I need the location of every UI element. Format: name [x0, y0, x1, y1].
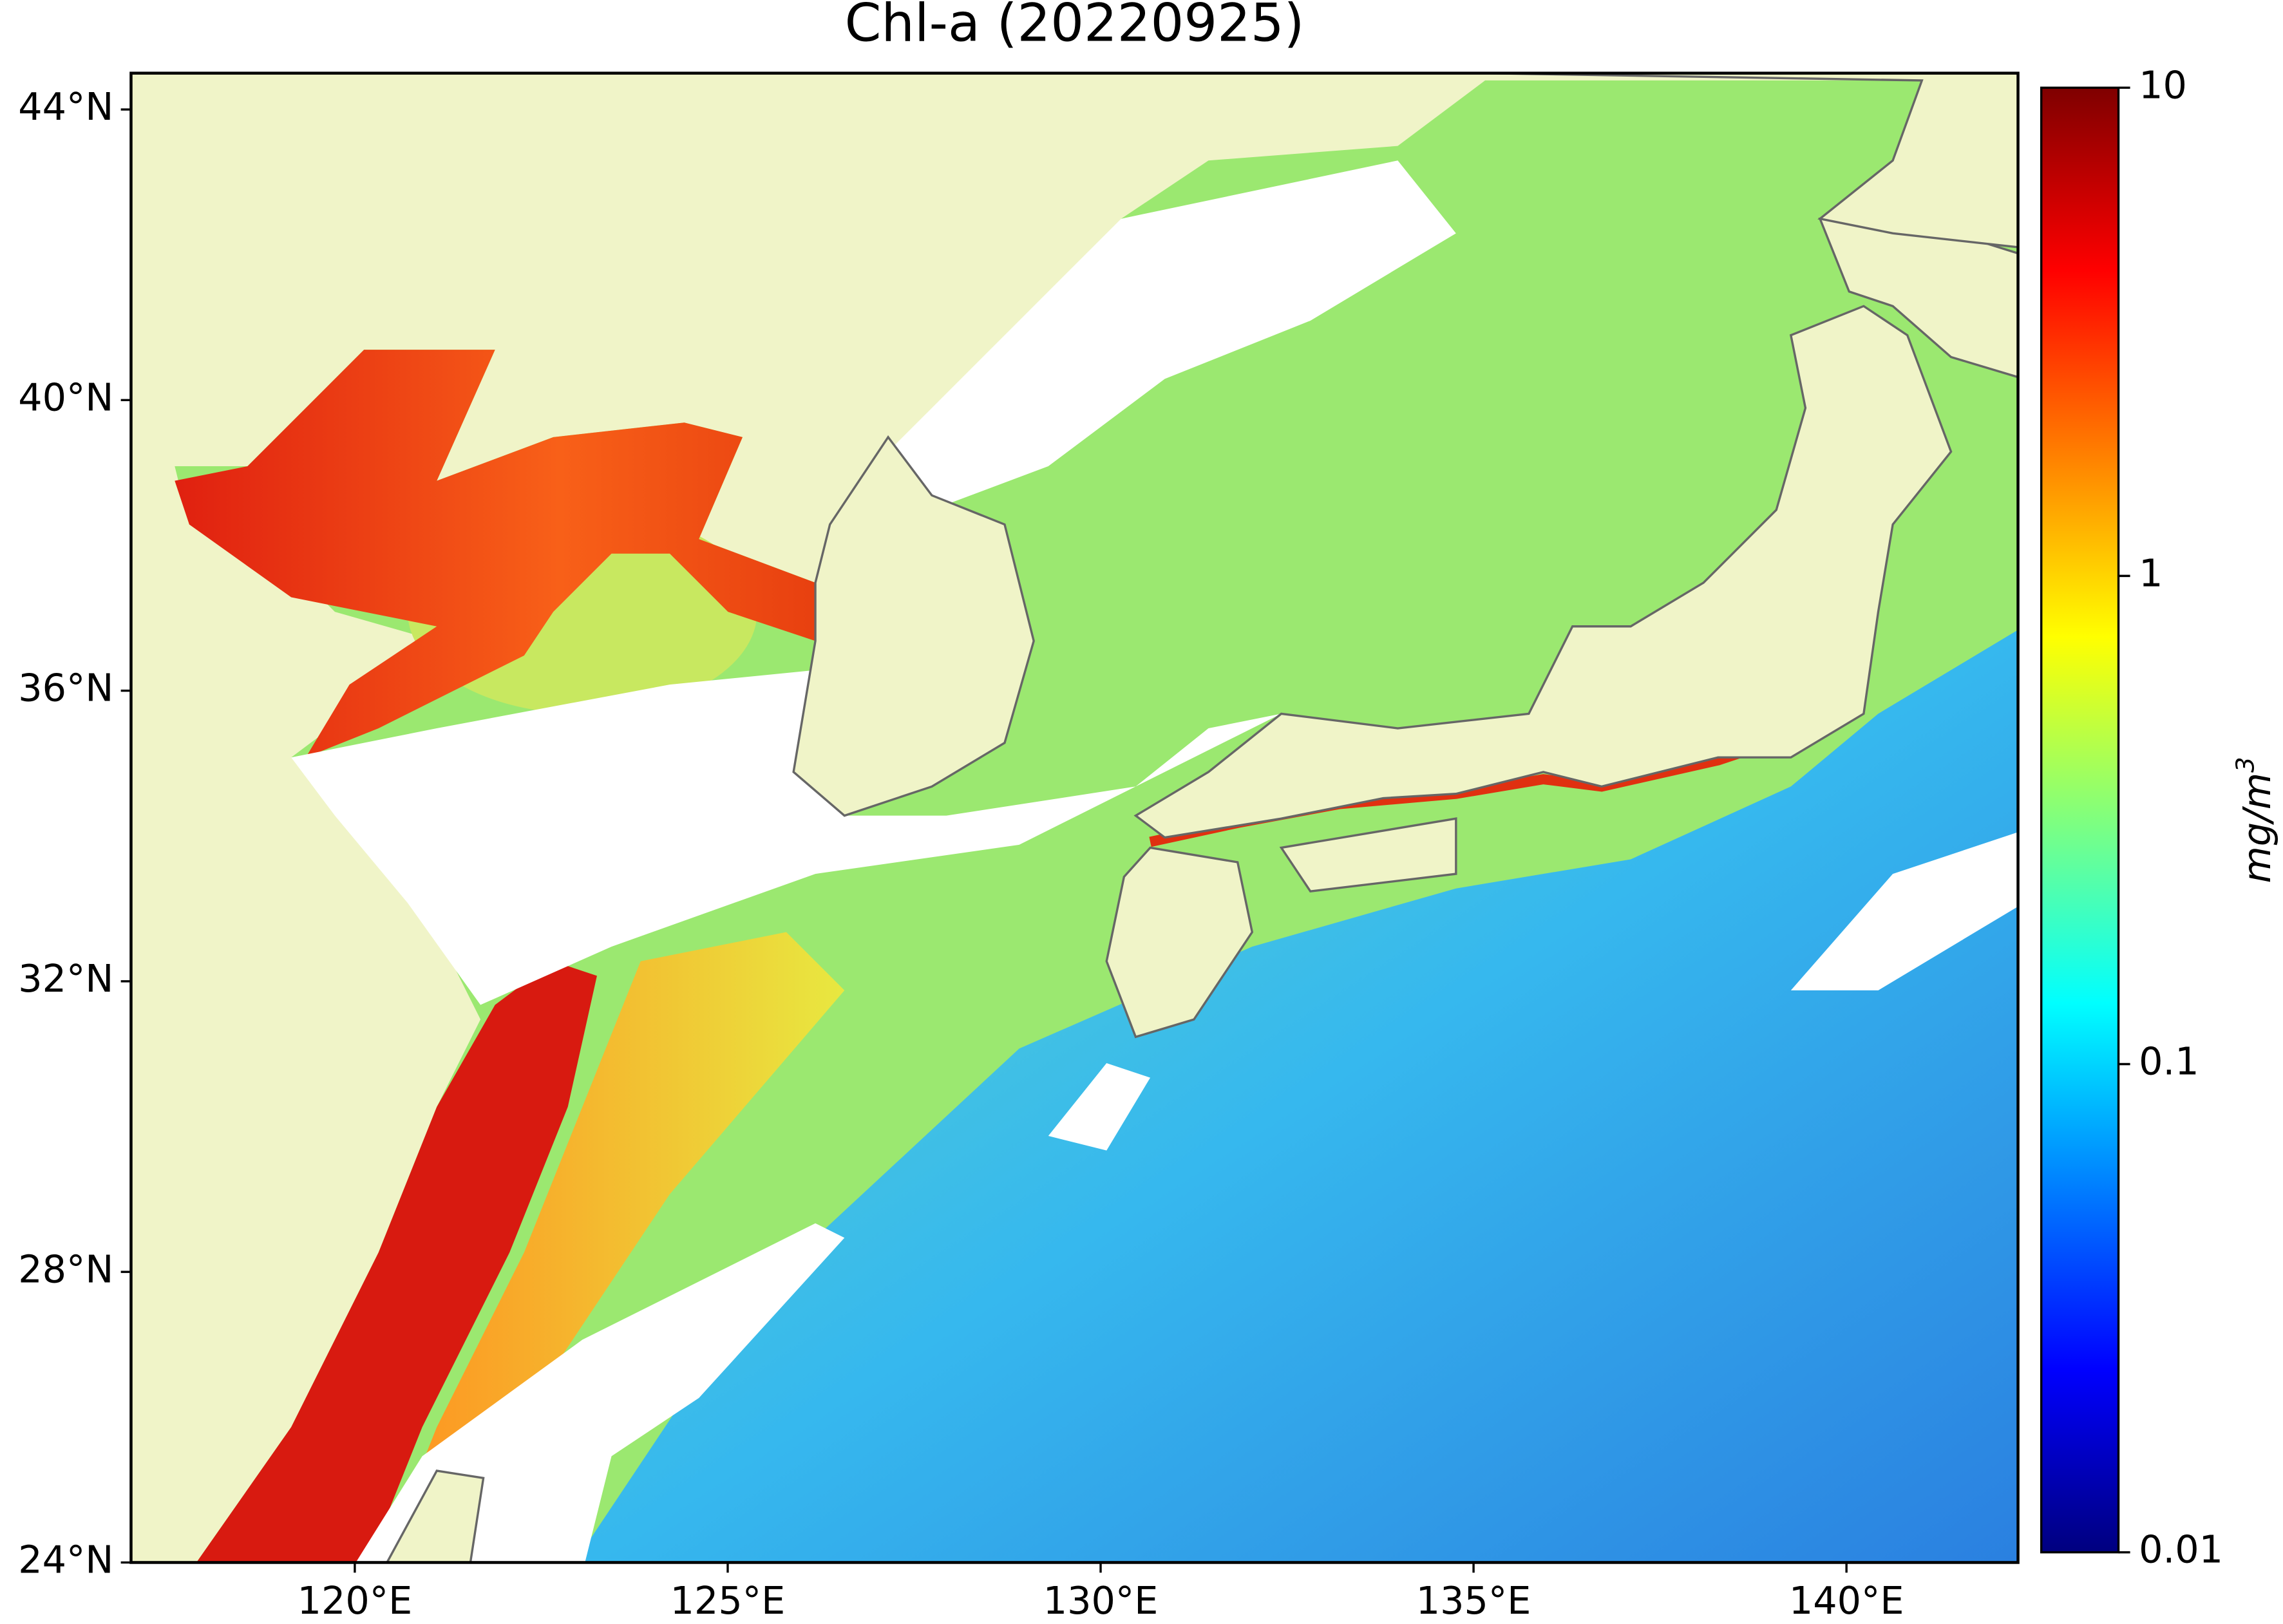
cloud	[1790, 832, 2018, 990]
colorbar-label: mg/m3	[2231, 757, 2279, 883]
y-tick-label: 32°N	[18, 956, 113, 1001]
shikoku	[1279, 817, 1457, 893]
taiwan	[386, 1469, 485, 1563]
colorbar-label-sup: 3	[2231, 757, 2260, 772]
cloud	[1048, 1062, 1151, 1151]
cloud	[888, 160, 1456, 510]
bohai-bloom	[175, 350, 816, 758]
colorbar-label-base: mg/m	[2235, 773, 2279, 883]
pacific	[574, 630, 2018, 1563]
x-tick-label: 125°E	[670, 1578, 786, 1623]
x-tick-label: 120°E	[298, 1578, 413, 1623]
x-tick-label: 140°E	[1789, 1578, 1904, 1623]
y-tick-label: 44°N	[18, 84, 113, 129]
y-tick-label: 24°N	[18, 1538, 113, 1582]
x-tick-label: 135°E	[1416, 1578, 1531, 1623]
x-tick-label: 130°E	[1043, 1578, 1159, 1623]
map-layers	[131, 73, 2018, 1563]
coastal-bloom-red	[196, 961, 597, 1563]
russia	[1485, 73, 2018, 249]
cloud	[291, 670, 1282, 1005]
y-tick-label: 40°N	[18, 375, 113, 419]
colorbar-tick-label: 10	[2139, 62, 2187, 107]
korea	[792, 435, 1035, 817]
colorbar-tick-label: 0.01	[2139, 1527, 2223, 1572]
kyushu	[1105, 846, 1254, 1039]
title: Chl-a (20220925)	[845, 0, 1305, 54]
honshu	[1133, 305, 1953, 839]
map-frame	[129, 71, 2020, 1564]
y-tick-label: 28°N	[18, 1247, 113, 1291]
colorbar-tick-label: 1	[2139, 551, 2163, 595]
colorbar-tick-label: 0.1	[2139, 1039, 2199, 1084]
colorbar	[2040, 86, 2120, 1554]
y-tick-label: 36°N	[18, 666, 113, 710]
